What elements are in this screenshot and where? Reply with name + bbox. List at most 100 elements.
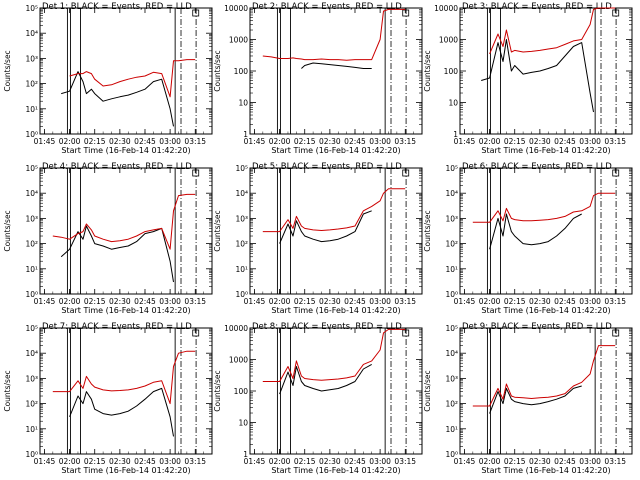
x-tick-label: 03:00 bbox=[159, 137, 181, 146]
panel-title: Det 5: BLACK = Events, RED = LLD bbox=[252, 162, 402, 172]
box-marker bbox=[192, 329, 200, 337]
y-tick-label: 10¹ bbox=[25, 425, 38, 434]
y-tick-label: 10000 bbox=[224, 4, 248, 13]
panel-det-9: Det 9: BLACK = Events, RED = LLD 10⁰ 10¹ 10… bbox=[423, 322, 633, 475]
y-tick-label: 10³ bbox=[445, 374, 458, 383]
x-tick-label: 02:45 bbox=[134, 297, 156, 306]
y-tick-label: 10¹ bbox=[235, 265, 248, 274]
box-marker bbox=[612, 329, 620, 337]
y-tick-label: 10 bbox=[238, 419, 248, 428]
y-tick-label: 1 bbox=[453, 130, 458, 139]
y-tick-label: 10 bbox=[448, 99, 458, 108]
y-axis-label: Counts/sec bbox=[3, 50, 12, 91]
y-tick-label: 10² bbox=[25, 240, 38, 249]
x-tick-label: 03:00 bbox=[369, 137, 391, 146]
x-tick-label: 02:15 bbox=[504, 137, 526, 146]
series-events bbox=[489, 385, 582, 414]
x-axis-label: Start Time (16-Feb-14 01:42:20) bbox=[61, 306, 190, 315]
x-tick-label: 03:15 bbox=[394, 137, 416, 146]
y-tick-label: 1000 bbox=[229, 36, 248, 45]
x-tick-label: 02:30 bbox=[109, 297, 131, 306]
panel-det-1: Det 1: BLACK = Events, RED = LLD 10⁰ 10¹ 10… bbox=[3, 2, 213, 155]
y-tick-label: 10² bbox=[235, 240, 248, 249]
y-tick-label: 10¹ bbox=[25, 105, 38, 114]
series-lld bbox=[262, 8, 406, 61]
y-tick-label: 10² bbox=[25, 80, 38, 89]
series-lld bbox=[489, 7, 616, 55]
y-tick-label: 10⁵ bbox=[25, 324, 38, 333]
y-tick-label: 10³ bbox=[25, 54, 38, 63]
x-axis-label: Start Time (16-Feb-14 01:42:20) bbox=[481, 466, 610, 475]
x-tick-label: 02:30 bbox=[319, 457, 341, 466]
x-tick-label: 03:00 bbox=[579, 297, 601, 306]
series-lld bbox=[472, 345, 616, 407]
box-marker bbox=[402, 329, 410, 337]
x-tick-label: 01:45 bbox=[244, 297, 266, 306]
x-tick-label: 01:45 bbox=[244, 457, 266, 466]
series-events bbox=[489, 213, 582, 250]
y-tick-label: 10⁰ bbox=[235, 290, 248, 299]
panel-title: Det 3: BLACK = Events, RED = LLD bbox=[462, 2, 612, 12]
x-tick-label: 03:00 bbox=[159, 297, 181, 306]
y-tick-label: 10³ bbox=[445, 214, 458, 223]
plot-frame bbox=[459, 327, 633, 455]
plot-frame bbox=[249, 7, 423, 135]
x-tick-label: 02:45 bbox=[554, 457, 576, 466]
x-tick-label: 03:15 bbox=[604, 457, 626, 466]
y-tick-label: 10³ bbox=[25, 374, 38, 383]
panel-det-8: Det 8: BLACK = Events, RED = LLD 1 10 100 10… bbox=[213, 322, 423, 475]
y-tick-label: 10⁴ bbox=[235, 189, 248, 198]
x-tick-label: 03:00 bbox=[579, 457, 601, 466]
x-tick-label: 02:45 bbox=[554, 297, 576, 306]
y-tick-label: 10³ bbox=[235, 214, 248, 223]
series-events bbox=[279, 363, 372, 395]
x-tick-label: 02:30 bbox=[109, 137, 131, 146]
x-tick-label: 02:15 bbox=[294, 137, 316, 146]
series-events bbox=[301, 62, 372, 69]
x-axis-label: Start Time (16-Feb-14 01:42:20) bbox=[61, 466, 190, 475]
series-lld bbox=[52, 193, 196, 250]
series-lld bbox=[69, 59, 196, 98]
y-tick-label: 1 bbox=[243, 450, 248, 459]
y-tick-label: 10³ bbox=[25, 214, 38, 223]
y-tick-label: 10 bbox=[238, 99, 248, 108]
series-events bbox=[279, 210, 372, 244]
x-tick-label: 02:00 bbox=[59, 137, 81, 146]
series-events bbox=[60, 225, 174, 283]
panel-title: Det 6: BLACK = Events, RED = LLD bbox=[462, 162, 612, 172]
y-tick-label: 10⁴ bbox=[25, 349, 38, 358]
panel-title: Det 9: BLACK = Events, RED = LLD bbox=[462, 322, 612, 332]
y-axis-label: Counts/sec bbox=[213, 50, 222, 91]
y-tick-label: 10⁵ bbox=[445, 164, 458, 173]
x-tick-label: 02:15 bbox=[504, 457, 526, 466]
panel-det-6: Det 6: BLACK = Events, RED = LLD 10⁰ 10¹ 10… bbox=[423, 162, 633, 315]
plot-frame bbox=[39, 167, 213, 295]
x-tick-label: 02:30 bbox=[529, 457, 551, 466]
y-axis-label: Counts/sec bbox=[3, 370, 12, 411]
x-tick-label: 02:30 bbox=[319, 297, 341, 306]
x-tick-label: 01:45 bbox=[34, 137, 56, 146]
x-tick-label: 03:15 bbox=[604, 137, 626, 146]
y-tick-label: 10⁰ bbox=[25, 450, 38, 459]
x-tick-label: 02:45 bbox=[134, 457, 156, 466]
plot-frame bbox=[459, 7, 633, 135]
x-tick-label: 02:45 bbox=[134, 137, 156, 146]
panel-title: Det 7: BLACK = Events, RED = LLD bbox=[42, 322, 192, 332]
y-axis-label: Counts/sec bbox=[423, 210, 432, 251]
x-tick-label: 01:45 bbox=[454, 297, 476, 306]
box-marker bbox=[612, 9, 620, 17]
x-tick-label: 02:00 bbox=[59, 297, 81, 306]
plot-frame bbox=[249, 167, 423, 295]
x-tick-label: 02:00 bbox=[269, 297, 291, 306]
x-tick-label: 02:15 bbox=[504, 297, 526, 306]
y-tick-label: 10⁴ bbox=[25, 189, 38, 198]
x-tick-label: 02:45 bbox=[344, 457, 366, 466]
y-tick-label: 10⁰ bbox=[445, 450, 458, 459]
x-tick-label: 01:45 bbox=[454, 457, 476, 466]
y-tick-label: 1000 bbox=[439, 36, 458, 45]
y-axis-label: Counts/sec bbox=[423, 370, 432, 411]
y-tick-label: 10⁵ bbox=[445, 324, 458, 333]
x-tick-label: 01:45 bbox=[244, 137, 266, 146]
x-axis-label: Start Time (16-Feb-14 01:42:20) bbox=[481, 146, 610, 155]
y-tick-label: 10¹ bbox=[25, 265, 38, 274]
